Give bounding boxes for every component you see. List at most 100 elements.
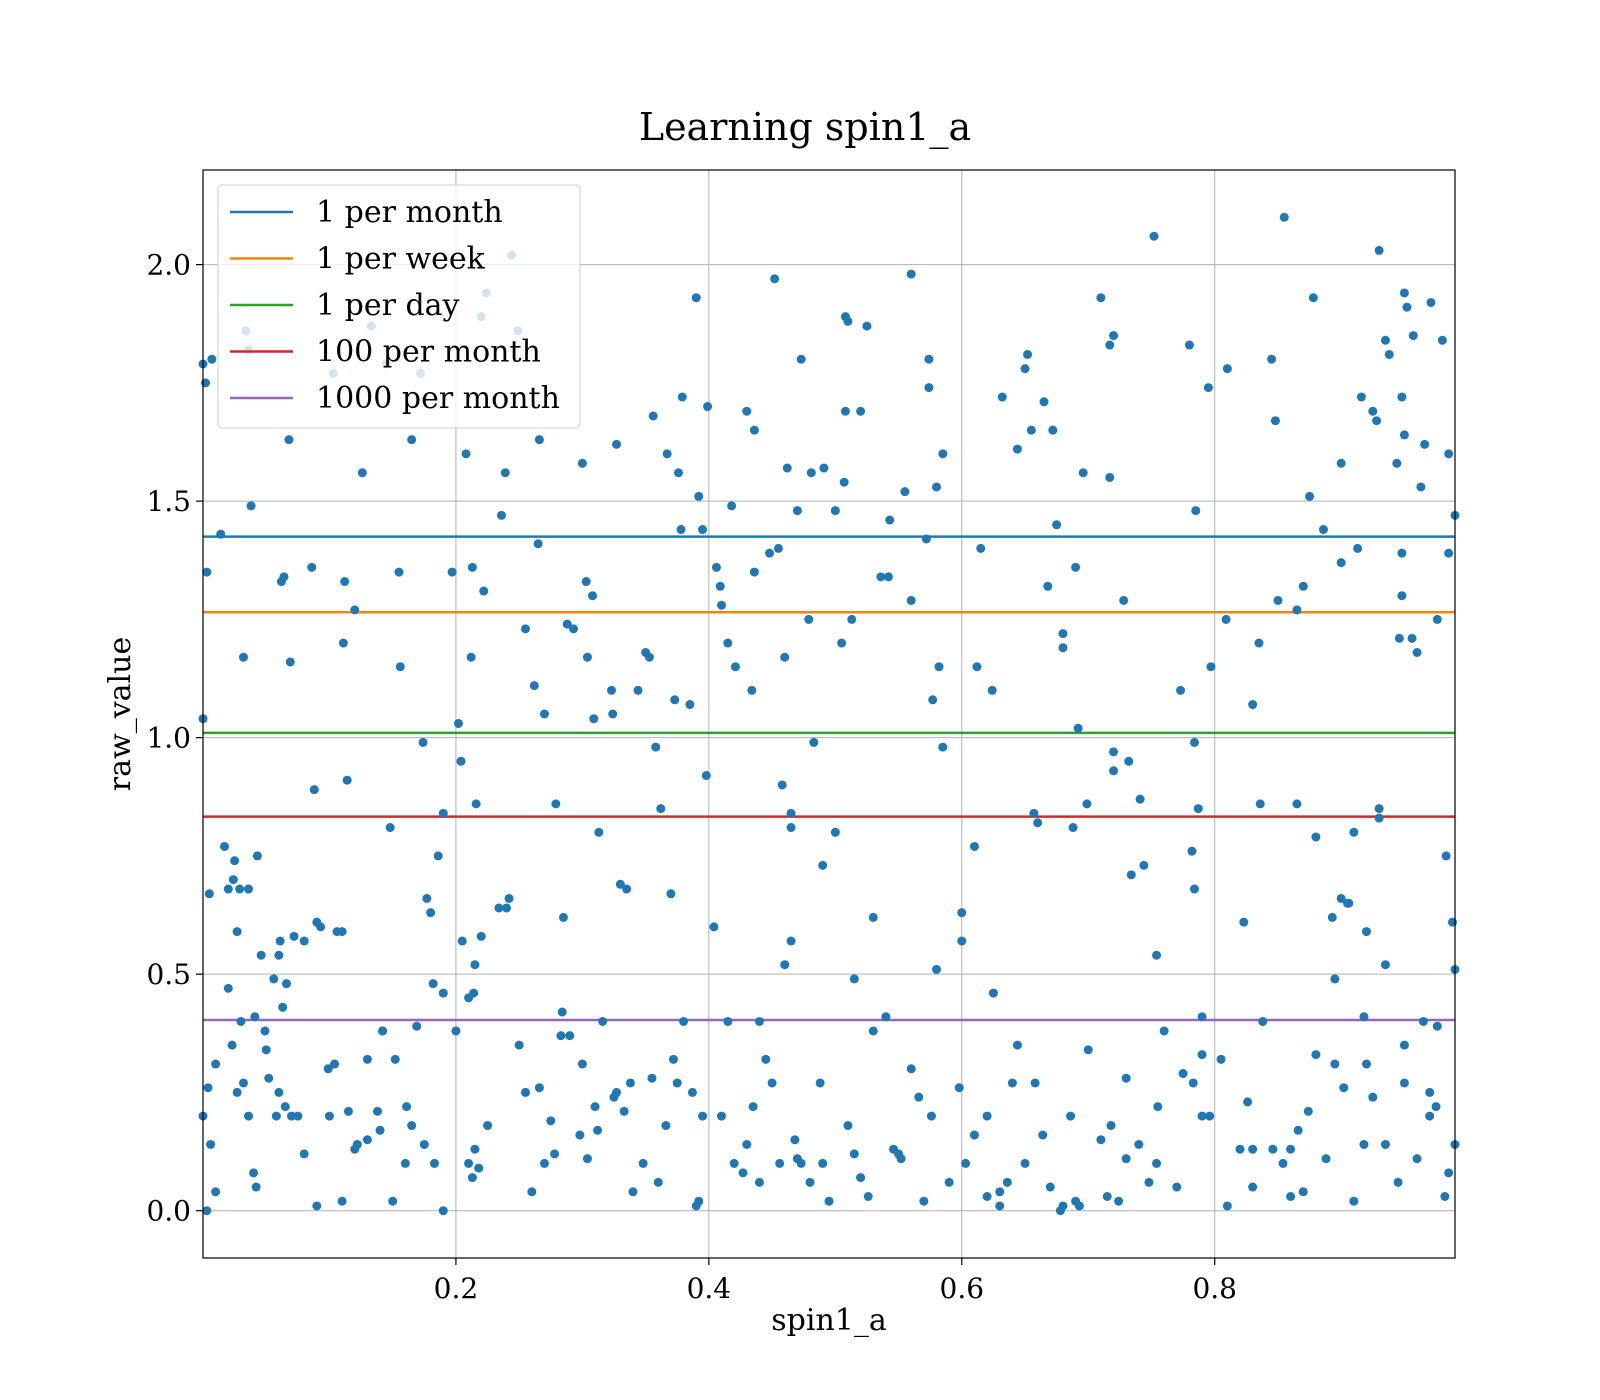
scatter-point bbox=[1189, 737, 1199, 747]
scatter-point bbox=[1012, 1040, 1022, 1050]
scatter-point bbox=[1278, 1158, 1288, 1168]
scatter-point bbox=[378, 1026, 388, 1036]
scatter-point bbox=[402, 1102, 412, 1112]
x-tick-label: 0.2 bbox=[434, 1272, 479, 1305]
scatter-point bbox=[961, 1158, 971, 1168]
scatter-point bbox=[1311, 1050, 1321, 1060]
scatter-point bbox=[357, 468, 367, 478]
scatter-point bbox=[1380, 335, 1390, 345]
scatter-point bbox=[216, 529, 226, 539]
scatter-point bbox=[1078, 468, 1088, 478]
scatter-point bbox=[274, 950, 284, 960]
scatter-point bbox=[1106, 1121, 1116, 1131]
scatter-point bbox=[453, 718, 463, 728]
scatter-point bbox=[661, 1121, 671, 1131]
scatter-point bbox=[1293, 1125, 1303, 1135]
scatter-point bbox=[474, 1163, 484, 1173]
scatter-point bbox=[1344, 898, 1354, 908]
scatter-point bbox=[236, 1016, 246, 1026]
scatter-point bbox=[500, 468, 510, 478]
scatter-point bbox=[388, 1196, 398, 1206]
scatter-point bbox=[881, 1012, 891, 1022]
scatter-point bbox=[976, 543, 986, 553]
scatter-point bbox=[412, 1021, 422, 1031]
scatter-point bbox=[1432, 614, 1442, 624]
scatter-point bbox=[577, 1059, 587, 1069]
scatter-point bbox=[362, 1135, 372, 1145]
scatter-point bbox=[729, 1158, 739, 1168]
scatter-point bbox=[1023, 349, 1033, 359]
scatter-point bbox=[244, 884, 254, 894]
scatter-point bbox=[926, 1111, 936, 1121]
scatter-point bbox=[419, 1139, 429, 1149]
scatter-point bbox=[944, 1177, 954, 1187]
scatter-point bbox=[299, 1149, 309, 1159]
scatter-point bbox=[464, 1158, 474, 1168]
scatter-point bbox=[1139, 860, 1149, 870]
scatter-point bbox=[1124, 756, 1134, 766]
scatter-point bbox=[342, 775, 352, 785]
scatter-point bbox=[337, 927, 347, 937]
scatter-point bbox=[293, 1111, 303, 1121]
scatter-point bbox=[556, 1031, 566, 1041]
scatter-point bbox=[287, 1111, 297, 1121]
scatter-point bbox=[429, 1158, 439, 1168]
scatter-point bbox=[279, 572, 289, 582]
scatter-point bbox=[767, 1078, 777, 1088]
scatter-point bbox=[514, 1040, 524, 1050]
scatter-point bbox=[628, 1187, 638, 1197]
scatter-point bbox=[252, 851, 262, 861]
scatter-point bbox=[804, 614, 814, 624]
scatter-point bbox=[593, 1125, 603, 1135]
x-axis-label: spin1_a bbox=[771, 1303, 887, 1338]
legend-label: 1000 per month bbox=[316, 381, 560, 416]
scatter-point bbox=[1039, 397, 1049, 407]
legend-label: 1 per week bbox=[316, 242, 486, 277]
scatter-point bbox=[1109, 747, 1119, 757]
scatter-point bbox=[1222, 364, 1232, 374]
scatter-point bbox=[438, 1206, 448, 1216]
scatter-point bbox=[847, 614, 857, 624]
scatter-point bbox=[1336, 893, 1346, 903]
scatter-point bbox=[786, 936, 796, 946]
scatter-point bbox=[792, 506, 802, 516]
scatter-point bbox=[1126, 870, 1136, 880]
scatter-point bbox=[1058, 629, 1068, 639]
scatter-point bbox=[269, 974, 279, 984]
scatter-point bbox=[638, 1158, 648, 1168]
scatter-point bbox=[674, 468, 684, 478]
scatter-point bbox=[289, 931, 299, 941]
scatter-point bbox=[330, 1059, 340, 1069]
scatter-point bbox=[969, 841, 979, 851]
scatter-point bbox=[1397, 392, 1407, 402]
scatter-point bbox=[362, 1054, 372, 1064]
scatter-point bbox=[565, 1031, 575, 1041]
scatter-point bbox=[1359, 1139, 1369, 1149]
scatter-point bbox=[1268, 1144, 1278, 1154]
scatter-point bbox=[862, 321, 872, 331]
scatter-point bbox=[203, 1083, 213, 1093]
scatter-point bbox=[656, 804, 666, 814]
scatter-point bbox=[969, 1130, 979, 1140]
scatter-point bbox=[594, 827, 604, 837]
scatter-point bbox=[1197, 1111, 1207, 1121]
scatter-point bbox=[1222, 1201, 1232, 1211]
scatter-point bbox=[1189, 884, 1199, 894]
scatter-point bbox=[1368, 406, 1378, 416]
scatter-point bbox=[849, 974, 859, 984]
scatter-point bbox=[307, 562, 317, 572]
scatter-point bbox=[1096, 293, 1106, 303]
scatter-point bbox=[972, 662, 982, 672]
scatter-point bbox=[1437, 335, 1447, 345]
scatter-point bbox=[670, 695, 680, 705]
scatter-point bbox=[868, 912, 878, 922]
scatter-point bbox=[352, 1139, 362, 1149]
y-tick-label: 2.0 bbox=[146, 249, 191, 282]
scatter-point bbox=[1066, 1111, 1076, 1121]
scatter-point bbox=[588, 591, 598, 601]
scatter-point bbox=[997, 392, 1007, 402]
scatter-point bbox=[598, 1016, 608, 1026]
scatter-point bbox=[1374, 804, 1384, 814]
scatter-point bbox=[711, 562, 721, 572]
scatter-point bbox=[470, 960, 480, 970]
